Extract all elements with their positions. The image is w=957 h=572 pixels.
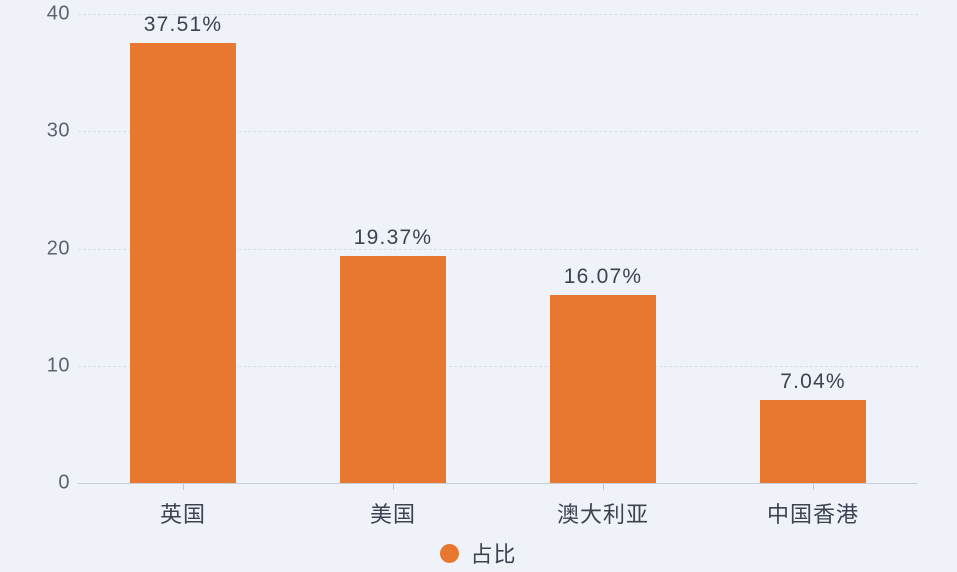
x-axis-line: [78, 483, 918, 484]
plot-area: 37.51% 19.37% 16.07% 7.04%: [78, 13, 918, 483]
x-axis-category-label: 澳大利亚: [556, 502, 649, 527]
bar-value-label: 37.51%: [143, 13, 223, 37]
bar[interactable]: 19.37%: [340, 226, 446, 483]
bar-value-label: 19.37%: [353, 225, 433, 249]
bar-value-label: 7.04%: [780, 370, 846, 394]
x-axis-tick-mark: [393, 483, 394, 490]
bar-value-label: 16.07%: [563, 264, 643, 288]
x-axis-category-label: 英国: [159, 502, 206, 527]
gridline: [78, 14, 918, 15]
bar-group: 37.51%: [78, 13, 288, 483]
x-axis-category-label: 美国: [369, 502, 416, 527]
bar[interactable]: 16.07%: [550, 265, 656, 483]
legend-marker-icon: [440, 543, 460, 563]
y-axis-tick-label: 20: [46, 237, 70, 259]
gridline: [78, 131, 918, 133]
y-axis-tick-label: 40: [46, 2, 70, 25]
gridline: [78, 365, 918, 367]
chart-legend: 占比: [0, 537, 957, 569]
gridline: [78, 248, 918, 250]
bar-group: 16.07%: [498, 14, 708, 483]
y-axis: 0 10 20 30 40: [0, 0, 70, 572]
x-axis-tick-mark: [813, 483, 814, 490]
bar[interactable]: 37.51%: [130, 13, 236, 483]
x-axis-tick-mark: [603, 483, 604, 490]
y-axis-tick-label: 0: [58, 471, 70, 494]
bar-group: 7.04%: [708, 14, 918, 483]
legend-label: 占比: [470, 542, 517, 567]
y-axis-tick-label: 10: [46, 354, 70, 377]
bar[interactable]: 7.04%: [760, 370, 866, 483]
y-axis-tick-label: 30: [46, 119, 70, 142]
x-axis-category-label: 中国香港: [766, 502, 859, 527]
bar-group: 19.37%: [288, 14, 498, 483]
x-axis-tick-mark: [183, 483, 184, 490]
